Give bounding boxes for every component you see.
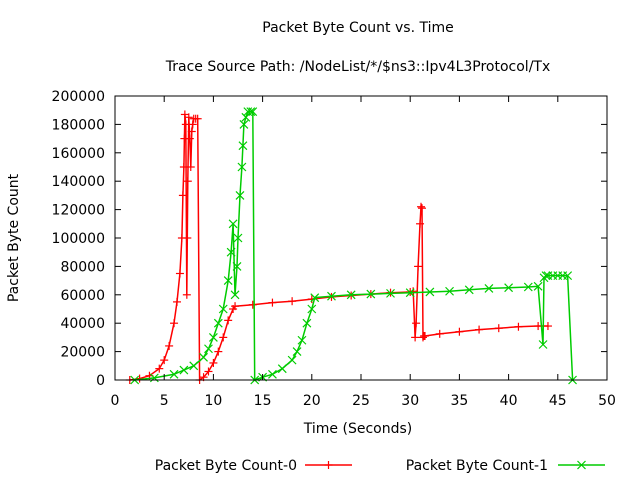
data-point-1 <box>533 281 543 291</box>
y-tick-label: 100000 <box>52 231 105 247</box>
data-point-1 <box>226 247 236 257</box>
data-point-1 <box>228 219 238 229</box>
x-tick-label: 35 <box>450 393 468 409</box>
data-point-1 <box>445 286 454 296</box>
data-point-1 <box>287 355 297 365</box>
data-point-1 <box>292 347 302 357</box>
data-point-1 <box>246 107 256 117</box>
data-point-1 <box>277 364 287 374</box>
series-0 <box>125 110 552 384</box>
data-point-1 <box>484 283 494 293</box>
data-point-1 <box>302 318 312 328</box>
data-point-1 <box>230 290 240 300</box>
data-point-1 <box>541 271 551 281</box>
y-tick-label: 60000 <box>60 288 105 304</box>
y-tick-label: 0 <box>96 373 105 389</box>
x-tick-label: 5 <box>160 393 169 409</box>
data-point-1 <box>218 304 228 314</box>
legend-marker-1 <box>577 460 586 470</box>
data-point-1 <box>213 318 223 328</box>
data-point-1 <box>425 287 435 297</box>
data-point-1 <box>239 119 249 129</box>
data-point-1 <box>169 369 179 379</box>
data-point-1 <box>235 190 245 200</box>
legend-sample-series-0 <box>305 461 352 469</box>
x-tick-label: 15 <box>254 393 272 409</box>
x-tick-label: 45 <box>549 393 567 409</box>
data-point-1 <box>523 282 533 292</box>
data-point-1 <box>248 107 258 117</box>
data-point-1 <box>149 373 159 383</box>
chart-title: Packet Byte Count vs. Time <box>262 20 453 36</box>
legend-label-series-1: Packet Byte Count-1 <box>406 458 548 474</box>
legend: Packet Byte Count-0 Packet Byte Count-1 <box>155 458 605 474</box>
x-tick-label: 50 <box>598 393 616 409</box>
data-point-1 <box>204 344 213 354</box>
y-tick-label: 80000 <box>60 259 105 275</box>
y-tick-label: 120000 <box>52 203 105 219</box>
y-tick-label: 40000 <box>60 316 105 332</box>
data-point-1 <box>327 291 336 301</box>
data-point-1 <box>223 276 233 286</box>
data-point-1 <box>297 335 307 345</box>
x-tick-label: 0 <box>111 393 120 409</box>
data-point-1 <box>310 293 320 303</box>
data-point-1 <box>179 365 189 375</box>
x-axis-ticks: 0 5 10 15 20 25 30 35 40 45 50 <box>111 96 616 409</box>
legend-label-series-0: Packet Byte Count-0 <box>155 458 297 474</box>
y-axis-ticks: 0 20000 40000 60000 80000 100000 120000 140000 1… <box>52 89 607 389</box>
y-axis-label: Packet Byte Count <box>6 173 22 302</box>
data-point-1 <box>386 288 395 298</box>
x-axis-label: Time (Seconds) <box>303 421 412 437</box>
x-tick-label: 25 <box>352 393 370 409</box>
y-tick-label: 180000 <box>52 117 105 133</box>
x-tick-label: 30 <box>401 393 419 409</box>
y-tick-label: 200000 <box>52 89 105 105</box>
chart-subtitle: Trace Source Path: /NodeList/*/$ns3::Ipv… <box>165 59 551 75</box>
data-point-1 <box>237 162 247 172</box>
data-point-1 <box>238 141 248 151</box>
data-point-1 <box>208 332 218 342</box>
data-point-1 <box>366 289 376 299</box>
legend-sample-series-1 <box>558 460 605 470</box>
y-tick-label: 160000 <box>52 146 105 162</box>
x-tick-label: 40 <box>500 393 518 409</box>
data-point-1 <box>563 271 573 281</box>
data-point-1 <box>464 285 474 295</box>
x-tick-label: 20 <box>303 393 321 409</box>
data-point-1 <box>268 369 277 379</box>
data-point-1 <box>233 233 243 243</box>
data-point-1 <box>346 290 356 300</box>
y-tick-label: 140000 <box>52 174 105 190</box>
data-point-1 <box>232 261 242 271</box>
data-point-1 <box>307 304 317 314</box>
data-point-1 <box>199 352 208 362</box>
data-point-1 <box>504 283 514 293</box>
y-tick-label: 20000 <box>60 345 105 361</box>
x-tick-label: 10 <box>204 393 222 409</box>
data-point-1 <box>405 288 415 298</box>
data-point-1 <box>538 340 548 349</box>
data-point-1 <box>189 361 199 371</box>
